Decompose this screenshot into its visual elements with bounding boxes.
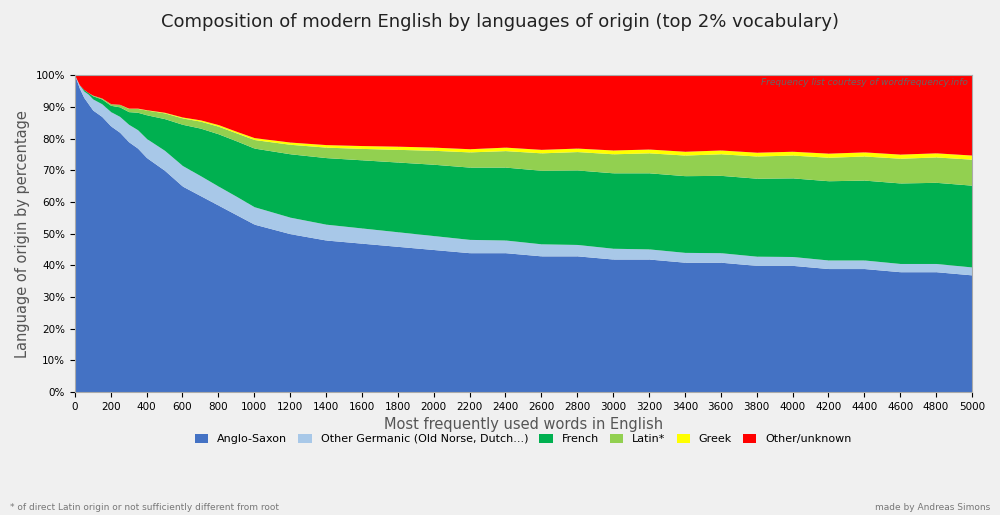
Text: Composition of modern English by languages of origin (top 2% vocabulary): Composition of modern English by languag… [161, 13, 839, 31]
Text: made by Andreas Simons: made by Andreas Simons [875, 504, 990, 512]
Legend: Anglo-Saxon, Other Germanic (Old Norse, Dutch...), French, Latin*, Greek, Other/: Anglo-Saxon, Other Germanic (Old Norse, … [191, 429, 856, 449]
Y-axis label: Language of origin by percentage: Language of origin by percentage [15, 110, 30, 357]
X-axis label: Most frequently used words in English: Most frequently used words in English [384, 418, 663, 433]
Text: Frequency list courtesy of wordfrequency.info: Frequency list courtesy of wordfrequency… [761, 78, 967, 88]
Text: * of direct Latin origin or not sufficiently different from root: * of direct Latin origin or not sufficie… [10, 504, 279, 512]
